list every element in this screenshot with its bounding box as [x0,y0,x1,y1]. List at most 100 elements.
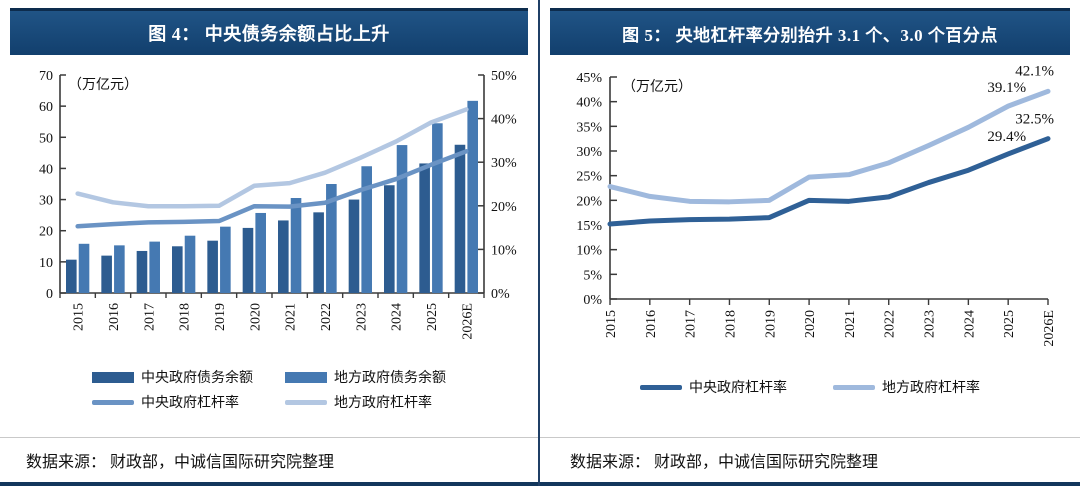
figure-4-xtick: 2020 [248,303,263,331]
figure-4-ytick-right: 40% [491,113,517,128]
figure-4-xtick: 2018 [178,303,193,331]
legend-line-swatch-icon [285,399,327,405]
figure-4-bar-central [207,240,218,293]
figure-5-panel: 图 5： 央地杠杆率分别抬升 3.1 个、3.0 个百分点 0% 5% 10% 15%… [540,0,1080,486]
figure-4-bar-local [396,145,408,293]
figure-4-title-text: 图 4： 中央债务余额占比上升 [148,24,390,44]
legend-line-swatch-icon [640,384,682,390]
figure-5-line-central-leverage [607,136,1051,227]
figure-4-xtick: 2017 [142,303,157,331]
figure-5-ytick: 15% [576,219,602,234]
figure-5-data-label: 42.1% [1015,63,1054,79]
legend-bar-swatch-icon [92,371,134,383]
figure-5-title-text: 图 5： 央地杠杆率分别抬升 3.1 个、3.0 个百分点 [622,25,998,45]
figure-4-bar-local [290,198,302,293]
figure-4-legend-label: 中央政府债务余额 [141,371,253,386]
figure-4-ytick-right: 20% [491,200,517,215]
figure-5-plot-area: 0% 5% 10% 15% 20% 25% 30% 35% 40% 45% （万亿元） 42.1% 39… [548,61,1072,373]
figure-4-bar-local [114,245,125,293]
figure-4-bar-local [184,235,196,293]
figure-4-bar-central [348,199,360,293]
figure-4-svg: 0 10 20 30 40 50 60 70 0% 10% 20% 30% 40% 50% （万亿元） 201… [39,69,517,340]
figure-4-bar-local [467,100,478,293]
figure-5-ytick: 10% [576,244,602,259]
figure-4-bar-central [313,212,324,293]
figure-5-ytick: 0% [583,293,602,308]
figure-4-legend-label: 地方政府债务余额 [334,371,446,386]
figure-4-ytick-left: 20 [39,225,53,240]
figure-4-ytick-left: 50 [39,131,53,146]
figure-5-xtick: 2019 [763,310,778,338]
figure-4-xtick: 2023 [354,303,369,331]
figure-4-xtick: 2016 [107,303,122,331]
figure-4-ytick-left: 40 [39,162,53,177]
figure-4-bar-central [136,250,148,293]
figure-4-legend-item-local-debt-balance[interactable]: 地方政府债务余额 [285,367,446,387]
figure-5-data-label: 29.4% [987,129,1026,145]
figure-4-legend-item-local-leverage-ratio[interactable]: 地方政府杠杆率 [285,392,446,412]
figure-4-xtick: 2026E [460,303,475,340]
figure-5-svg: 0% 5% 10% 15% 20% 25% 30% 35% 40% 45% （万亿元） 42.1%39… [576,63,1057,347]
legend-bar-swatch-icon [285,371,327,383]
figure-5-xtick: 2023 [923,310,938,338]
figure-5-xtick: 2017 [684,310,699,338]
figure-5-chart: 0% 5% 10% 15% 20% 25% 30% 35% 40% 45% （万亿元） 42.1% 39… [548,61,1072,431]
figure-5-ytick: 40% [576,96,602,111]
figure-4-bar-local [432,123,443,293]
figure-4-legend-item-central-debt-balance[interactable]: 中央政府债务余额 [92,367,253,387]
figure-4-legend-item-central-leverage-ratio[interactable]: 中央政府杠杆率 [92,392,253,412]
figure-5-line-local-leverage [607,88,1051,205]
figure-5-legend-label: 地方政府杠杆率 [882,381,980,396]
figure-5-xtick: 2026E [1042,310,1057,347]
figure-5-xtick: 2016 [644,310,659,338]
figure-4-xtick: 2024 [390,303,405,331]
figure-5-data-label: 32.5% [1015,112,1054,128]
figure-5-footer: 数据来源： 财政部，中诚信国际研究院整理 [540,437,1080,486]
legend-line-swatch-icon [833,384,875,390]
figure-5-legend-label: 中央政府杠杆率 [689,381,787,396]
figure-5-legend: 中央政府杠杆率 地方政府杠杆率 [548,377,1072,397]
figure-4-title: 图 4： 中央债务余额占比上升 [10,8,528,55]
figure-4-line-central-leverage [75,149,469,229]
figure-4-source: 数据来源： 财政部，中诚信国际研究院整理 [26,454,335,471]
figure-4-legend-label: 中央政府杠杆率 [141,396,239,411]
figure-4-bar-central [172,246,183,293]
figure-4-bar-local [326,184,337,293]
figure-4-panel: 图 4： 中央债务余额占比上升 0 10 20 30 40 50 60 70 0% 10% 20% 3… [0,0,540,486]
figure-5-xtick: 2021 [843,310,858,338]
figure-4-chart: 0 10 20 30 40 50 60 70 0% 10% 20% 30% 40% 50% （万亿元） 201… [8,61,530,431]
figure-5-xtick: 2018 [723,310,738,338]
figure-4-bar-central [419,163,430,293]
figure-5-title: 图 5： 央地杠杆率分别抬升 3.1 个、3.0 个百分点 [550,8,1070,55]
figure-4-line-local-leverage [75,107,469,209]
figure-4-xtick: 2025 [425,303,440,331]
figure-4-bar-central [278,220,289,293]
figure-4-ytick-left: 30 [39,194,53,209]
figure-5-data-label: 39.1% [987,80,1026,96]
figure-4-xtick: 2019 [213,303,228,331]
figure-5-legend-item-local-leverage-ratio[interactable]: 地方政府杠杆率 [833,377,980,397]
figure-4-legend-label: 地方政府杠杆率 [334,396,432,411]
figure-5-source: 数据来源： 财政部，中诚信国际研究院整理 [570,454,879,471]
figure-4-ytick-left: 70 [39,69,53,84]
figure-4-bar-local [361,166,372,293]
figure-4-xtick: 2021 [284,303,299,331]
figure-4-ytick-left: 60 [39,100,53,115]
figure-5-xtick: 2020 [803,310,818,338]
figure-4-ytick-left: 10 [39,256,53,271]
figure-4-bar-central [384,185,395,293]
figure-4-footer: 数据来源： 财政部，中诚信国际研究院整理 [0,437,538,486]
figure-4-ytick-right: 50% [491,69,517,84]
figure-4-ytick-left: 0 [46,287,53,302]
figure-4-bar-local [220,226,231,293]
figure-5-ytick: 45% [576,71,602,86]
figure-4-ytick-right: 30% [491,156,517,171]
figure-5-ytick: 35% [576,120,602,135]
figure-5-legend-item-central-leverage-ratio[interactable]: 中央政府杠杆率 [640,377,787,397]
figure-4-xtick: 2015 [72,303,87,331]
figure-4-bar-central [242,227,254,293]
figure-4-ytick-right: 0% [491,287,510,302]
figure-4-bar-central [454,144,466,293]
